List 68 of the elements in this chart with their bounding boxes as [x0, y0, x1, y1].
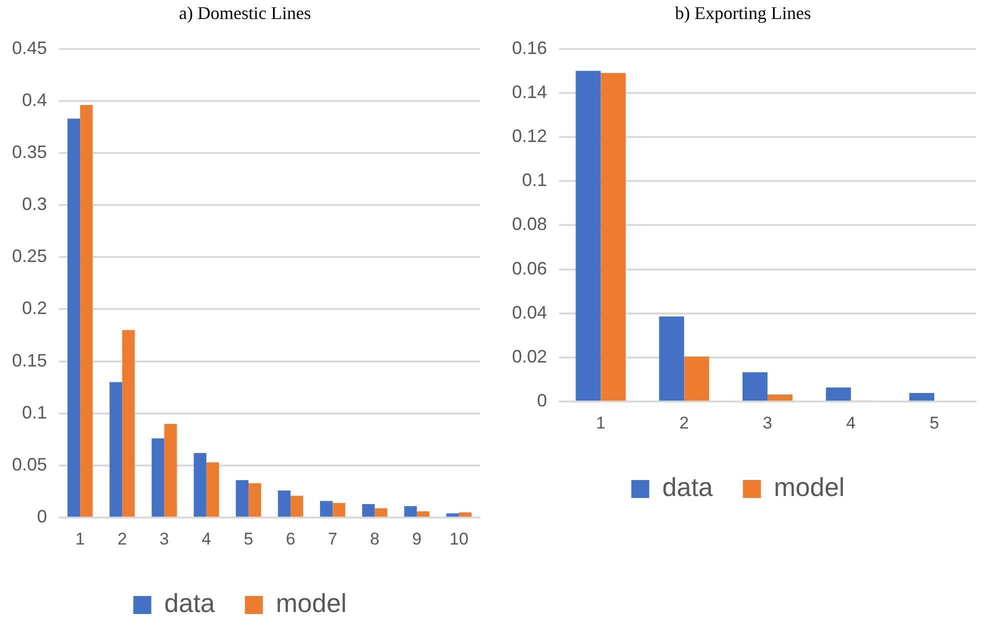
bar [110, 382, 122, 517]
bar [458, 512, 472, 517]
bar [768, 394, 793, 401]
bar [416, 511, 430, 517]
y-tick-label: 0.16 [512, 38, 548, 58]
bar [742, 372, 768, 401]
bar [194, 453, 206, 517]
y-tick-label: 0.25 [12, 246, 48, 266]
x-tick-label: 1 [596, 413, 606, 432]
bar [374, 508, 388, 517]
x-tick-label: 8 [370, 529, 380, 548]
bar [122, 330, 135, 517]
bar [67, 118, 80, 517]
x-tick-label: 3 [762, 413, 772, 432]
x-tick-label: 2 [117, 529, 127, 548]
bar [290, 496, 304, 517]
x-tick-label: 6 [286, 529, 296, 548]
bar [236, 480, 248, 517]
legend-label: model [276, 588, 347, 618]
y-tick-label: 0.06 [512, 258, 548, 278]
y-tick-label: 0.2 [22, 298, 48, 318]
bar [320, 500, 333, 517]
bar [600, 73, 626, 401]
x-tick-label: 1 [75, 529, 85, 548]
bar [206, 462, 219, 517]
bar [684, 356, 710, 401]
chart-title: b) Exporting Lines [674, 2, 812, 25]
legend-label: model [774, 472, 845, 502]
bar [248, 483, 262, 517]
x-tick-label: 5 [244, 529, 254, 548]
bar [332, 503, 346, 517]
x-tick-label: 7 [328, 529, 338, 548]
legend-label: data [662, 472, 714, 502]
y-tick-label: 0.4 [22, 90, 48, 110]
bar [278, 490, 291, 517]
x-tick-label: 4 [846, 413, 856, 432]
x-tick-label: 3 [160, 529, 170, 548]
y-tick-label: 0.08 [512, 214, 548, 234]
bar [446, 513, 459, 517]
y-tick-label: 0.1 [22, 402, 48, 422]
x-tick-label: 9 [412, 529, 422, 548]
y-tick-label: 0.15 [12, 350, 48, 370]
x-tick-label: 10 [449, 529, 468, 548]
bar [152, 438, 164, 517]
y-tick-label: 0.1 [522, 170, 548, 190]
x-tick-label: 4 [202, 529, 212, 548]
y-tick-label: 0.12 [512, 126, 548, 146]
bar [909, 393, 934, 401]
x-tick-label: 2 [679, 413, 689, 432]
y-tick-label: 0.05 [12, 454, 48, 474]
y-tick-label: 0.04 [512, 302, 548, 322]
y-tick-label: 0.45 [12, 38, 48, 58]
chart-title: a) Domestic Lines [178, 2, 312, 25]
y-tick-label: 0 [37, 506, 48, 527]
y-tick-label: 0 [537, 390, 548, 411]
legend-label: data [164, 588, 216, 618]
bar [404, 506, 417, 517]
bar [576, 70, 601, 401]
x-tick-label: 5 [930, 413, 940, 432]
bar [362, 504, 375, 517]
bar [164, 424, 177, 517]
y-tick-label: 0.14 [512, 82, 548, 102]
bar [826, 387, 851, 401]
y-tick-label: 0.35 [12, 142, 48, 162]
y-tick-label: 0.3 [22, 194, 48, 214]
bar [80, 105, 93, 517]
y-tick-label: 0.02 [512, 346, 548, 366]
bar [659, 316, 684, 401]
